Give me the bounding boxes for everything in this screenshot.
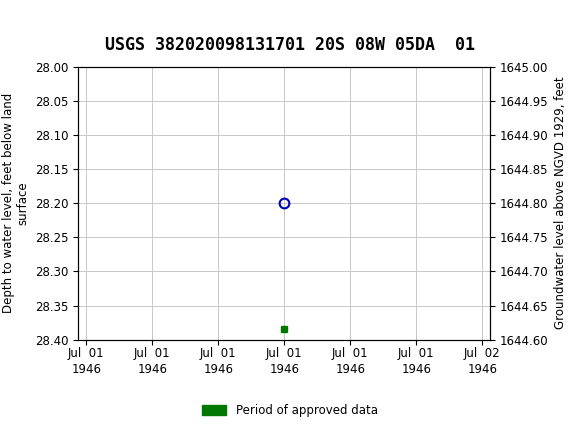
Text: USGS: USGS [42, 12, 110, 33]
Legend: Period of approved data: Period of approved data [198, 399, 382, 422]
Text: USGS 382020098131701 20S 08W 05DA  01: USGS 382020098131701 20S 08W 05DA 01 [105, 36, 475, 54]
Y-axis label: Depth to water level, feet below land
surface: Depth to water level, feet below land su… [2, 93, 30, 313]
Y-axis label: Groundwater level above NGVD 1929, feet: Groundwater level above NGVD 1929, feet [554, 77, 567, 329]
